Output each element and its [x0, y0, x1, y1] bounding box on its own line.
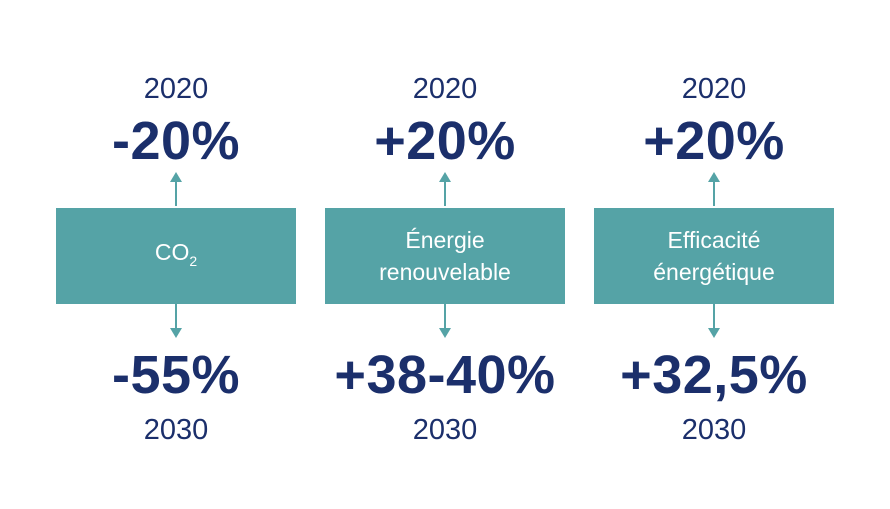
target-2030-value: -55% [111, 345, 241, 405]
year-2030-label: 2030 [412, 414, 478, 446]
subscript: 2 [189, 252, 198, 269]
category-box: Énergie renouvelable [325, 208, 565, 304]
category-label: CO2 [154, 238, 198, 269]
category-box: CO2 [56, 208, 296, 304]
column-energy-efficiency: 2020 +20% Efficacité énergétique +32,5% … [594, 0, 834, 509]
target-2030-value: +32,5% [620, 345, 808, 405]
target-2020-value: -20% [111, 111, 241, 171]
year-2020-label: 2020 [681, 73, 747, 105]
category-box: Efficacité énergétique [594, 208, 834, 304]
arrow-up-icon [170, 172, 182, 206]
category-label: Efficacité énergétique [653, 224, 775, 288]
category-label: Énergie renouvelable [379, 224, 511, 288]
year-2030-label: 2030 [681, 414, 747, 446]
column-co2: 2020 -20% CO2 -55% 2030 [56, 0, 296, 509]
arrow-up-icon [708, 172, 720, 206]
category-label-line1: Énergie [405, 227, 485, 253]
column-renewable-energy: 2020 +20% Énergie renouvelable +38-40% 2… [325, 0, 565, 509]
arrow-down-icon [708, 304, 720, 338]
target-2020-value: +20% [374, 111, 516, 171]
target-2030-value: +38-40% [334, 345, 556, 405]
arrow-up-icon [439, 172, 451, 206]
year-2020-label: 2020 [143, 73, 209, 105]
category-label-line2: énergétique [653, 259, 775, 285]
target-2020-value: +20% [643, 111, 785, 171]
year-2020-label: 2020 [412, 73, 478, 105]
year-2030-label: 2030 [143, 414, 209, 446]
category-label-line2: renouvelable [379, 259, 511, 285]
arrow-down-icon [439, 304, 451, 338]
arrow-down-icon [170, 304, 182, 338]
category-label-line1: Efficacité [667, 227, 761, 253]
